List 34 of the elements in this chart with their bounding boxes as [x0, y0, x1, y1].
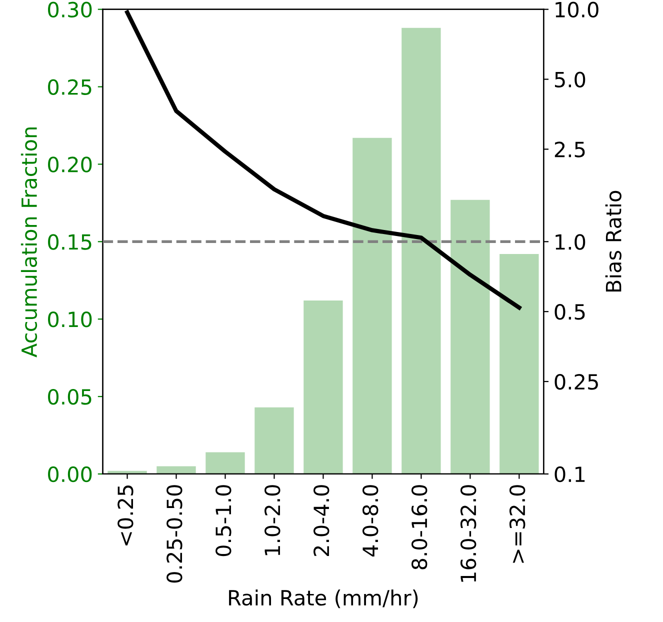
- y2-tick-label: 0.5: [554, 304, 585, 320]
- y2-tick-label: 0.1: [554, 466, 585, 482]
- y2-tick-label: 1.0: [556, 234, 586, 250]
- bar: [254, 407, 294, 474]
- y-tick-label: 0.20: [48, 156, 92, 172]
- y-tick-label: 0.10: [48, 312, 92, 328]
- y2-tick-label: 2.5: [554, 142, 585, 158]
- x-tick-label: 1.0-2.0: [264, 485, 280, 556]
- x-tick-label: <0.25: [118, 486, 134, 546]
- y-axis-title: Accumulation Fraction: [20, 128, 38, 358]
- bar: [206, 452, 245, 474]
- bar: [304, 300, 343, 474]
- bar: [156, 466, 196, 474]
- y-tick-label: 0.00: [48, 466, 92, 482]
- bar: [352, 138, 392, 474]
- y2-tick-label: 5.0: [554, 72, 586, 88]
- y-tick-label: 0.05: [48, 388, 92, 405]
- x-tick-label: 0.25-0.50: [166, 485, 182, 583]
- x-tick-label: 16.0-32.0: [460, 485, 476, 582]
- x-tick-label: 2.0-4.0: [314, 485, 330, 556]
- y2-tick-label: 0.25: [554, 374, 598, 390]
- y-tick-label: 0.30: [48, 2, 92, 18]
- x-axis-title: Rain Rate (mm/hr): [229, 590, 418, 608]
- x-tick-label: 0.5-1.0: [216, 485, 232, 556]
- bar: [500, 254, 539, 474]
- bar: [450, 200, 490, 474]
- x-tick-label: 4.0-8.0: [362, 485, 378, 556]
- y-tick-label: 0.25: [48, 79, 92, 95]
- x-tick-label: 8.0-16.0: [411, 485, 428, 570]
- y2-tick-label: 10.0: [556, 2, 598, 18]
- y2-axis-title: Bias Ratio: [605, 190, 622, 292]
- y-tick-label: 0.15: [48, 234, 92, 250]
- x-tick-label: >=32.0: [509, 485, 526, 563]
- bar: [402, 28, 441, 474]
